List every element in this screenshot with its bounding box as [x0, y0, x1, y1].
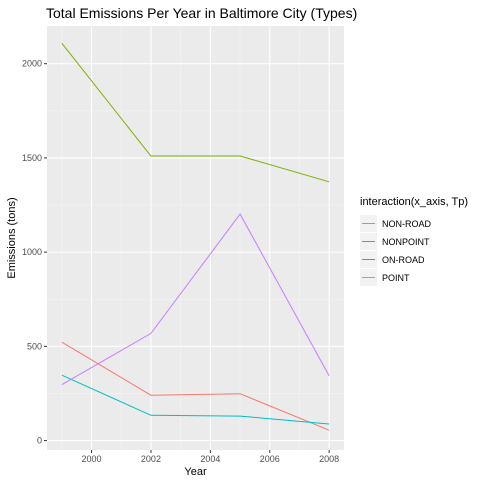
y-tick-label: 1500 — [22, 153, 42, 163]
series-line-on-road — [61, 374, 330, 425]
x-tick-label: 2008 — [319, 454, 339, 464]
series-line-point — [61, 213, 330, 386]
x-tick-label: 2004 — [200, 454, 220, 464]
legend-label: NONPOINT — [382, 237, 430, 247]
chart-title: Total Emissions Per Year in Baltimore Ci… — [46, 5, 358, 21]
series-line-nonpoint — [61, 42, 330, 183]
y-tick-label: 500 — [27, 341, 42, 351]
x-tick-label: 2000 — [82, 454, 102, 464]
y-axis-title: Emissions (tons) — [6, 197, 18, 278]
y-tick-label: 2000 — [22, 59, 42, 69]
x-tick-label: 2002 — [141, 454, 161, 464]
legend-label: NON-ROAD — [382, 219, 431, 229]
x-tick-label: 2006 — [260, 454, 280, 464]
y-tick-label: 1000 — [22, 247, 42, 257]
legend-label: ON-ROAD — [382, 255, 425, 265]
plot-panel — [47, 26, 344, 450]
legend-title: interaction(x_axis, Tp) — [360, 196, 468, 208]
series-line-non-road — [61, 341, 330, 431]
legend-label: POINT — [382, 273, 410, 283]
y-tick-label: 0 — [37, 436, 42, 446]
x-axis-title: Year — [184, 466, 207, 478]
